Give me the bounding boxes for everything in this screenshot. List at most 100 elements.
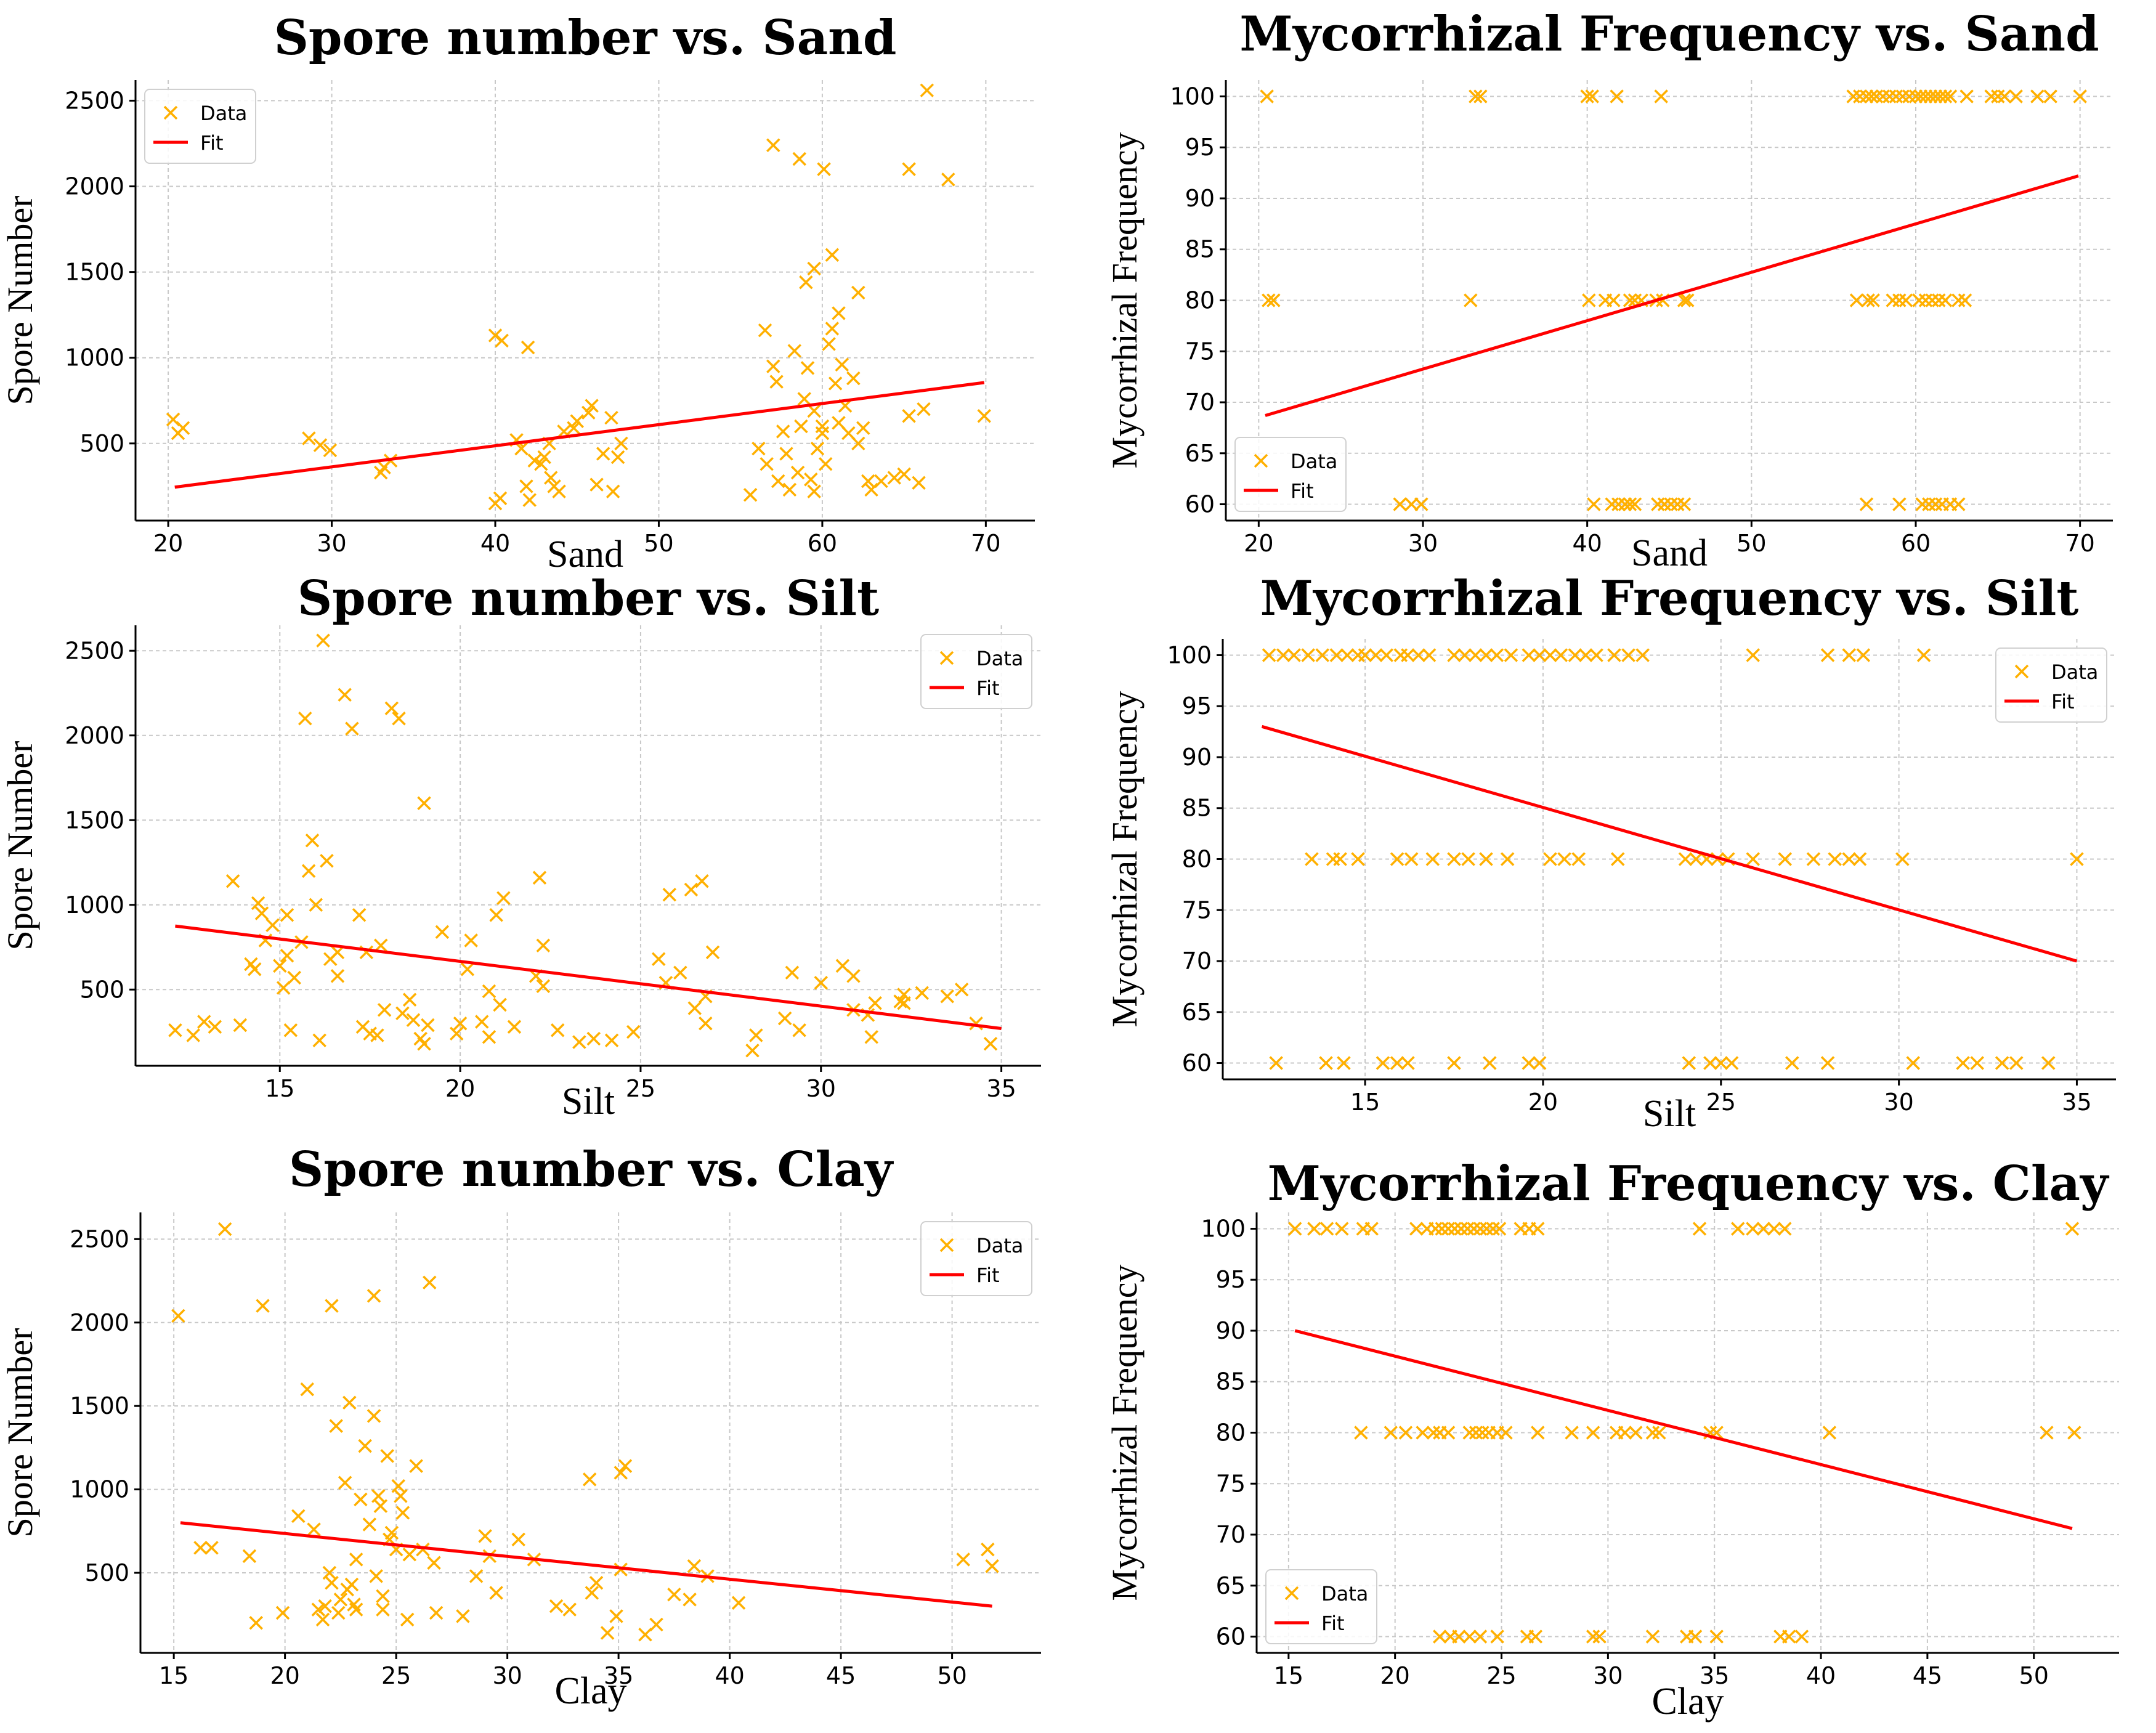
data-point	[1461, 852, 1475, 866]
data-point	[552, 484, 566, 498]
data-point	[1543, 852, 1557, 866]
y-tick-label: 60	[1216, 1623, 1246, 1650]
data-point	[1585, 89, 1599, 103]
data-point	[1892, 293, 1907, 307]
y-tick-label: 80	[1182, 846, 1212, 873]
fit-line	[1265, 174, 2079, 417]
x-tick-label: 30	[806, 1075, 836, 1102]
data-point	[325, 1299, 339, 1313]
data-point	[1462, 1426, 1477, 1440]
data-point	[1433, 1630, 1447, 1644]
data-point	[1629, 1426, 1643, 1440]
data-point	[897, 467, 911, 482]
data-point	[1618, 497, 1632, 511]
data-point	[1959, 89, 1974, 103]
data-point	[1376, 1056, 1390, 1070]
data-point	[1532, 648, 1547, 662]
data-point	[1889, 89, 1903, 103]
data-point	[369, 1569, 383, 1583]
data-point	[1592, 1630, 1607, 1644]
data-point	[1329, 648, 1344, 662]
data-point	[1587, 497, 1601, 511]
data-point	[651, 952, 666, 966]
data-point	[800, 361, 815, 375]
y-tick-label: 65	[1185, 440, 1215, 467]
data-point	[814, 976, 828, 990]
y-tick-label: 2000	[65, 722, 124, 749]
data-point	[1369, 648, 1383, 662]
x-tick-label: 50	[644, 530, 673, 557]
data-point	[301, 864, 316, 878]
data-point	[1262, 293, 1276, 307]
data-point	[456, 1609, 470, 1623]
data-point	[482, 984, 496, 999]
data-point	[338, 1475, 352, 1490]
data-point	[249, 1616, 263, 1630]
data-point	[276, 981, 291, 995]
data-point	[312, 1033, 326, 1047]
data-point	[514, 441, 529, 456]
data-point	[464, 933, 478, 948]
data-point	[769, 375, 784, 389]
data-point	[376, 1602, 390, 1617]
data-point	[1806, 852, 1821, 866]
data-point	[311, 1602, 326, 1617]
chart-title: Spore number vs. Clay	[289, 1142, 894, 1198]
data-point	[1589, 648, 1603, 662]
data-point	[1447, 852, 1461, 866]
data-point	[1869, 89, 1884, 103]
x-axis-label: Clay	[1651, 1681, 1724, 1723]
x-tick-label: 20	[1528, 1089, 1558, 1116]
data-point	[519, 479, 533, 493]
data-point	[1586, 1426, 1600, 1440]
data-point	[537, 450, 551, 465]
y-tick-label: 2500	[70, 1225, 129, 1252]
data-point	[1645, 1426, 1660, 1440]
data-point	[370, 1028, 384, 1042]
data-point	[1429, 1222, 1443, 1236]
data-point	[1333, 852, 1347, 866]
data-point	[1335, 1222, 1349, 1236]
data-point	[1856, 648, 1871, 662]
chart-panel-5: 15 20 25 30 35 40 45 50 500 1000 1500 2000 2500 Spore…	[0, 1142, 1041, 1712]
data-point	[1351, 852, 1365, 866]
data-point	[777, 1011, 792, 1026]
data-point	[1906, 1056, 1920, 1070]
chart-panel-2: 20 30 40 50 60 70 60 65 70 75 80 85 90 95 100 Mycorrhiz…	[1104, 6, 2113, 574]
data-point	[298, 712, 312, 726]
data-point	[309, 898, 323, 912]
data-point	[1635, 648, 1650, 662]
data-point	[302, 431, 316, 445]
data-point	[832, 306, 846, 320]
data-point	[544, 471, 558, 485]
chart-title: Mycorrhizal Frequency vs. Clay	[1268, 1156, 2110, 1212]
y-tick-label: 95	[1216, 1266, 1246, 1293]
data-point	[469, 1569, 484, 1583]
data-point	[1260, 89, 1274, 103]
legend-box	[1995, 647, 2107, 723]
data-point	[1995, 1056, 2009, 1070]
data-point	[902, 162, 916, 176]
legend-data-marker	[1254, 453, 1268, 468]
y-tick-label: 65	[1216, 1572, 1246, 1599]
x-tick-label: 30	[1408, 530, 1438, 557]
y-tick-label: 2500	[65, 87, 124, 114]
data-point	[409, 1459, 423, 1473]
fit-line	[1261, 724, 2078, 963]
data-point	[799, 275, 813, 290]
legend-box	[1234, 437, 1347, 512]
data-point	[1895, 852, 1910, 866]
x-axis-label: Sand	[1631, 532, 1708, 574]
data-point	[614, 436, 628, 451]
data-point	[1908, 89, 1923, 103]
y-tick-label: 85	[1185, 236, 1215, 263]
data-point	[323, 443, 338, 458]
legend-data-marker	[163, 105, 178, 120]
x-tick-label: 25	[1486, 1662, 1516, 1689]
data-point	[752, 441, 766, 456]
y-tick-label: 80	[1216, 1419, 1246, 1447]
data-point	[330, 969, 345, 983]
data-point	[534, 457, 548, 471]
data-point	[1654, 89, 1668, 103]
data-point	[550, 1023, 565, 1037]
